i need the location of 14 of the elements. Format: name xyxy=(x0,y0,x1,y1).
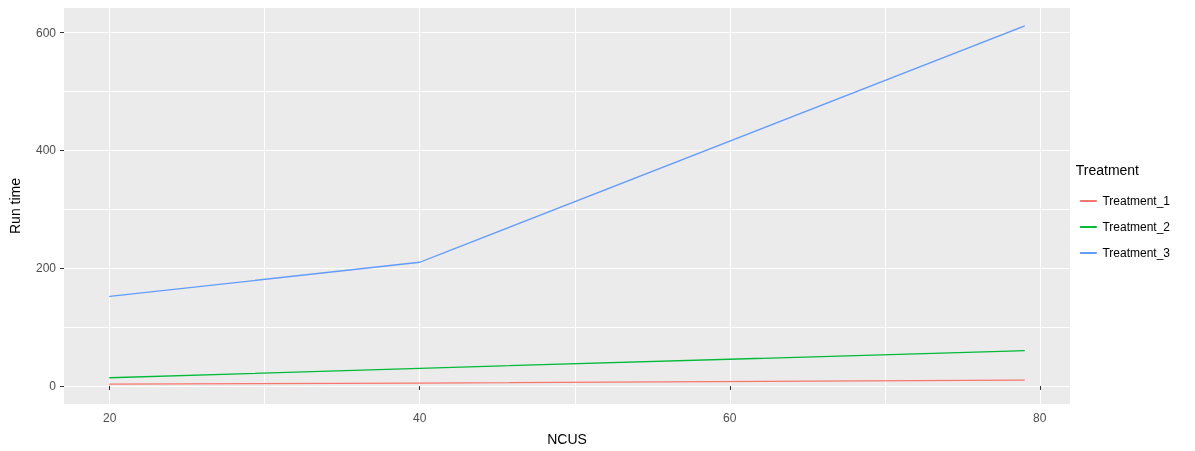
x-tick-label: 80 xyxy=(1033,411,1047,425)
y-tick-label: 0 xyxy=(49,378,57,393)
x-tick-label: 20 xyxy=(103,411,117,425)
y-tick-label: 600 xyxy=(35,25,57,40)
y-tick-label: 200 xyxy=(35,261,57,276)
legend-title: Treatment xyxy=(1075,162,1140,178)
x-tick-label: 60 xyxy=(723,411,737,425)
legend-label: Treatment_2 xyxy=(1102,220,1171,234)
legend-label: Treatment_1 xyxy=(1102,194,1171,208)
x-tick-label: 40 xyxy=(413,411,427,425)
legend-label: Treatment_3 xyxy=(1102,246,1171,260)
y-axis-title: Run time xyxy=(7,177,23,235)
y-tick-label: 400 xyxy=(35,143,57,158)
x-axis-title: NCUS xyxy=(547,431,587,447)
